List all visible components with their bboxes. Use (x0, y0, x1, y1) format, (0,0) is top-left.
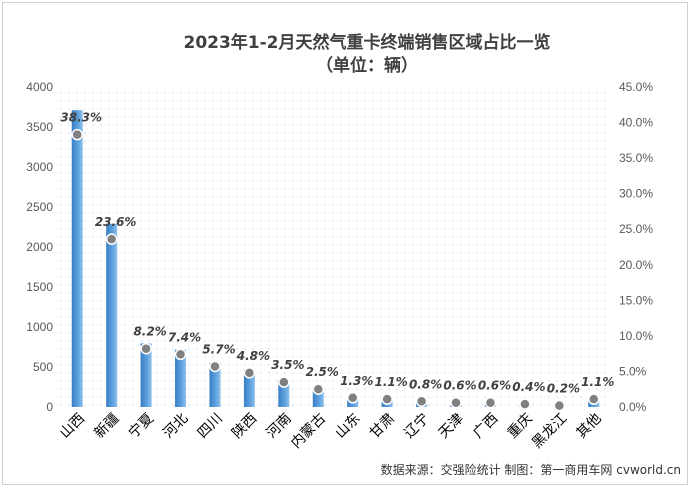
line-marker (312, 383, 325, 395)
bar (175, 349, 187, 407)
data-label: 2.5% (306, 365, 339, 379)
line-marker (105, 233, 118, 245)
x-category-label: 山西 (57, 411, 88, 442)
data-label: 0.2% (547, 382, 580, 396)
data-label: 0.8% (409, 377, 442, 391)
y-left-tick-label: 2500 (26, 200, 53, 214)
x-category-label: 四川 (195, 411, 226, 442)
data-label: 23.6% (95, 215, 137, 229)
data-label: 8.2% (133, 325, 166, 339)
y-left-tick-label: 2000 (26, 240, 53, 254)
line-marker (381, 393, 393, 405)
data-label: 0.6% (443, 379, 476, 393)
line-marker (553, 399, 566, 412)
y-right-tick-label: 20.0% (619, 258, 653, 272)
line-marker (346, 392, 359, 404)
bar (312, 387, 324, 407)
y-right-tick-label: 40.0% (619, 116, 653, 130)
bar (278, 379, 290, 407)
data-label: 38.3% (60, 111, 102, 125)
x-category-label: 黑龙江 (529, 411, 570, 452)
plot-area (60, 87, 611, 407)
x-category-label: 其他 (573, 411, 604, 442)
line-marker (588, 393, 600, 405)
x-category-label: 河北 (160, 411, 191, 442)
y-left-tick-label: 500 (33, 360, 53, 374)
bar (71, 110, 83, 407)
x-category-label: 广西 (470, 411, 501, 442)
line-marker (174, 348, 187, 361)
line-marker (484, 396, 497, 409)
chart-title: 2023年1-2月天然气重卡终端销售区域占比一览 (183, 32, 550, 53)
y-right-tick-label: 10.0% (619, 329, 653, 343)
y-right-tick-label: 45.0% (619, 80, 653, 94)
y-left-tick-label: 0 (46, 400, 53, 414)
line-marker (209, 360, 221, 373)
y-left-tick-label: 4000 (26, 80, 53, 94)
y-right-tick-label: 30.0% (619, 187, 653, 201)
line-marker (519, 398, 531, 410)
line-marker (243, 367, 256, 379)
data-label: 4.8% (236, 349, 270, 363)
line-marker (450, 396, 462, 409)
data-label: 3.5% (271, 358, 304, 372)
x-category-label: 天津 (436, 411, 467, 442)
bar (140, 343, 152, 407)
chart-subtitle: （单位：辆） (316, 55, 418, 76)
data-label: 0.4% (512, 380, 545, 394)
y-right-tick-label: 5.0% (619, 364, 647, 378)
bar (209, 362, 221, 407)
bar (243, 369, 255, 407)
data-label: 1.1% (581, 375, 614, 389)
y-left-tick-label: 1500 (26, 280, 53, 294)
y-right-tick-label: 35.0% (619, 151, 653, 165)
y-right-tick-label: 0.0% (619, 400, 647, 414)
x-category-label: 宁夏 (125, 410, 157, 442)
data-label: 1.1% (375, 375, 408, 389)
x-category-label: 内蒙古 (288, 411, 329, 452)
line-marker (140, 342, 152, 355)
line-marker (71, 128, 83, 141)
line-marker (415, 395, 428, 408)
data-label: 1.3% (340, 374, 373, 388)
y-left-tick-label: 3500 (26, 120, 53, 134)
data-label: 0.6% (478, 379, 511, 393)
line-marker (278, 376, 290, 388)
source-note: 数据来源：交强险统计 制图：第一商用车网 cvworld.cn (381, 462, 681, 477)
x-category-label: 陕西 (229, 411, 260, 442)
bar-line-chart: 2023年1-2月天然气重卡终端销售区域占比一览 （单位：辆） 0 500 1000… (26, 32, 681, 477)
x-category-label: 甘肃 (367, 411, 398, 442)
y-left-tick-label: 3000 (26, 160, 53, 174)
y-right-tick-label: 15.0% (619, 293, 653, 307)
y-right-tick-label: 25.0% (619, 222, 653, 236)
data-label: 7.4% (168, 330, 201, 344)
x-category-label: 山东 (332, 411, 363, 442)
bar (106, 223, 118, 407)
y-left-tick-label: 1000 (26, 320, 53, 334)
data-label: 5.7% (202, 342, 235, 356)
x-category-label: 辽宁 (401, 410, 433, 442)
x-category-label: 新疆 (91, 411, 122, 442)
